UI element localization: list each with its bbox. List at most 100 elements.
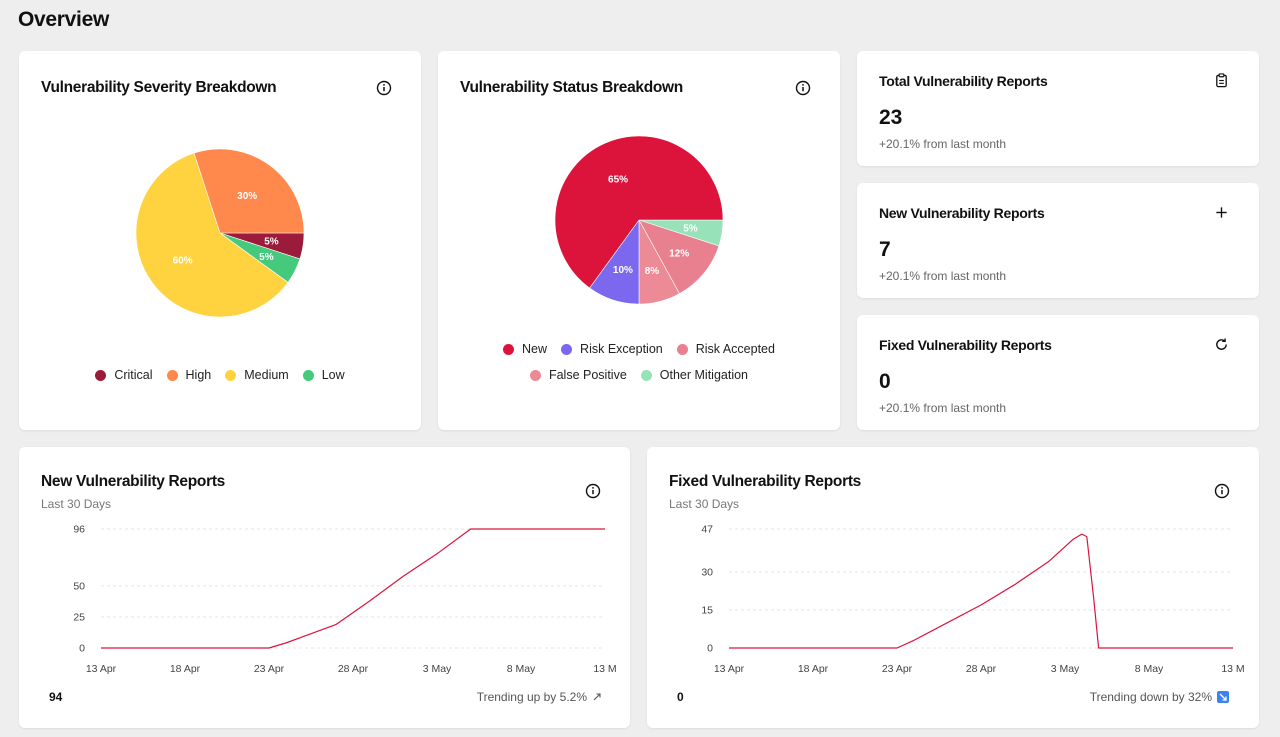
legend-item[interactable]: Critical — [95, 362, 153, 388]
slice-label: 60% — [173, 256, 193, 267]
trend-up-icon — [593, 693, 601, 701]
x-tick-label: 13 M — [593, 663, 616, 675]
trend-indicator: Trending down by 32% — [1090, 690, 1229, 704]
page-title: Overview — [18, 8, 109, 31]
trend-down-icon — [1217, 691, 1229, 703]
x-tick-label: 13 M — [1221, 663, 1244, 675]
refresh-icon[interactable] — [1214, 337, 1229, 352]
legend-swatch — [95, 369, 107, 381]
trend-text: Trending down by 32% — [1089, 690, 1212, 704]
legend-label: High — [185, 368, 212, 382]
card-title: New Vulnerability Reports — [41, 473, 225, 490]
legend-item[interactable]: Other Mitigation — [640, 362, 749, 388]
legend-swatch — [225, 369, 237, 381]
clipboard-icon — [1216, 73, 1227, 88]
x-tick-label: 13 Apr — [86, 663, 117, 675]
legend-label: Critical — [114, 368, 153, 382]
y-tick-label: 50 — [73, 581, 85, 593]
total-count: 0 — [677, 690, 684, 704]
stat-title: Fixed Vulnerability Reports — [879, 337, 1052, 353]
stat-value: 7 — [879, 238, 891, 261]
status-legend: New Risk Exception Risk Accepted False Posi… — [478, 336, 800, 388]
total-reports-card: Total Vulnerability Reports 23 +20.1% fr… — [857, 51, 1259, 166]
legend-label: Other Mitigation — [659, 368, 749, 382]
legend-swatch — [302, 369, 314, 381]
legend-item[interactable]: Low — [302, 362, 345, 388]
stat-change: +20.1% from last month — [879, 401, 1007, 415]
pie-slice[interactable] — [554, 135, 724, 289]
info-icon[interactable] — [585, 483, 601, 499]
severity-breakdown-card: Vulnerability Severity Breakdown 5% 5% 60%… — [19, 51, 421, 430]
series-line — [101, 528, 605, 649]
pie-slice[interactable] — [638, 219, 720, 295]
trend-indicator: Trending up by 5.2% — [477, 690, 602, 704]
new-reports-chart-card: New Vulnerability Reports Last 30 Days 0… — [19, 447, 630, 728]
x-tick-label: 18 Apr — [798, 663, 829, 675]
status-pie-chart: 5% 12% 8% 10% 65% — [554, 135, 724, 305]
legend-item[interactable]: Risk Exception — [561, 336, 663, 362]
card-subtitle: Last 30 Days — [41, 497, 112, 511]
slice-label: 5% — [259, 252, 274, 263]
card-title: Fixed Vulnerability Reports — [669, 473, 862, 490]
legend-swatch — [561, 343, 573, 355]
status-breakdown-card: Vulnerability Status Breakdown 5% 12% 8% 10… — [438, 51, 840, 430]
stat-change: +20.1% from last month — [879, 137, 1007, 151]
legend-swatch — [503, 343, 515, 355]
info-icon[interactable] — [1214, 483, 1230, 499]
info-icon[interactable] — [795, 80, 811, 96]
y-tick-label: 25 — [73, 612, 85, 624]
legend-label: Risk Exception — [580, 342, 663, 356]
total-count: 94 — [49, 690, 63, 704]
y-tick-label: 96 — [73, 524, 85, 536]
pie-slice[interactable] — [135, 152, 289, 318]
x-tick-label: 28 Apr — [966, 663, 997, 675]
legend-item[interactable]: False Positive — [529, 362, 627, 388]
stat-change: +20.1% from last month — [879, 269, 1007, 283]
x-tick-label: 8 May — [1135, 663, 1164, 675]
slice-label: 30% — [237, 191, 257, 202]
y-tick-label: 0 — [707, 643, 713, 655]
legend-item[interactable]: High — [166, 362, 212, 388]
card-title: Vulnerability Severity Breakdown — [41, 79, 277, 96]
x-tick-label: 3 May — [423, 663, 452, 675]
slice-label: 10% — [613, 265, 633, 276]
severity-pie-chart: 5% 5% 60% 30% — [135, 148, 305, 318]
stat-value: 23 — [879, 106, 903, 129]
x-tick-label: 23 Apr — [254, 663, 285, 675]
legend-label: Medium — [244, 368, 289, 382]
slice-label: 65% — [608, 174, 628, 185]
x-tick-label: 28 Apr — [338, 663, 369, 675]
plus-icon[interactable] — [1214, 205, 1229, 220]
card-subtitle: Last 30 Days — [669, 497, 740, 511]
legend-label: Low — [321, 368, 345, 382]
legend-swatch — [529, 369, 541, 381]
severity-legend: Critical High Medium Low — [39, 362, 401, 388]
card-title: Vulnerability Status Breakdown — [460, 79, 683, 96]
new-reports-line-chart: 0 25 50 96 13 Apr 18 Apr 23 Apr 28 Apr 3 May 8 Ma… — [73, 524, 616, 676]
legend-item[interactable]: Risk Accepted — [676, 336, 775, 362]
legend-item[interactable]: Medium — [225, 362, 289, 388]
fixed-reports-line-chart: 0 15 30 47 13 Apr 18 Apr 23 Apr 28 Apr 3 May 8 Ma… — [701, 524, 1244, 676]
legend-label: False Positive — [548, 368, 627, 382]
fixed-reports-chart-card: Fixed Vulnerability Reports Last 30 Days… — [647, 447, 1259, 728]
slice-label: 8% — [645, 266, 660, 277]
slice-label: 5% — [683, 224, 698, 235]
trend-text: Trending up by 5.2% — [476, 690, 587, 704]
series-line — [729, 533, 1233, 649]
legend-swatch — [676, 343, 688, 355]
new-reports-stat-card: New Vulnerability Reports 7 +20.1% from … — [857, 183, 1259, 298]
y-tick-label: 47 — [701, 524, 713, 536]
x-tick-label: 18 Apr — [170, 663, 201, 675]
legend-swatch — [166, 369, 178, 381]
legend-item[interactable]: New — [503, 336, 547, 362]
x-tick-label: 3 May — [1051, 663, 1080, 675]
slice-label: 12% — [669, 249, 689, 260]
legend-swatch — [640, 369, 652, 381]
slice-label: 5% — [264, 237, 279, 248]
x-tick-label: 23 Apr — [882, 663, 913, 675]
info-icon[interactable] — [376, 80, 392, 96]
x-tick-label: 13 Apr — [714, 663, 745, 675]
stat-value: 0 — [879, 370, 891, 393]
stat-title: New Vulnerability Reports — [879, 205, 1045, 221]
pie-slice[interactable] — [193, 148, 305, 234]
